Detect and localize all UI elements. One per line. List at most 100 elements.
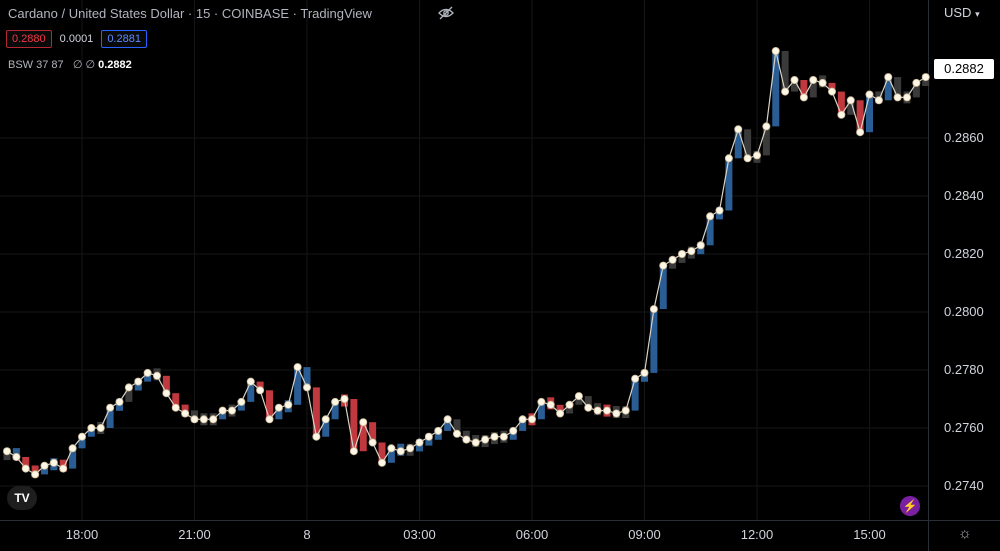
price-point [152, 371, 161, 380]
price-point [284, 400, 293, 409]
price-point [78, 432, 87, 441]
price-point [302, 383, 311, 392]
price-point [649, 305, 658, 314]
price-point [59, 464, 68, 473]
candle-bar [809, 80, 817, 98]
candle-bar [566, 404, 573, 414]
price-point [256, 386, 265, 395]
price-point [434, 426, 443, 435]
price-point [565, 400, 574, 409]
price-point [678, 249, 687, 258]
candle-bar [303, 367, 311, 388]
currency-selector[interactable]: USD ▾ [944, 5, 980, 20]
price-point [640, 368, 649, 377]
candle-bar [828, 82, 836, 92]
price-point [143, 368, 152, 377]
candle-bar [650, 309, 658, 373]
candle-bar [866, 94, 873, 133]
price-point [96, 423, 105, 432]
y-tick-label: 0.2840 [944, 188, 984, 203]
price-point [696, 241, 705, 250]
candle-bar [369, 422, 377, 443]
x-tick-label: 03:00 [403, 527, 436, 542]
lightning-icon[interactable]: ⚡ [900, 496, 920, 516]
buy-button[interactable]: 0.2881 [101, 30, 147, 48]
candle-bar [331, 401, 339, 420]
candle-bar [387, 448, 395, 463]
candle-bar [912, 82, 920, 98]
price-point [621, 406, 630, 415]
price-point [462, 435, 471, 444]
price-point [227, 406, 236, 415]
price-point [490, 432, 499, 441]
price-point [443, 415, 452, 424]
candle-bar [322, 419, 330, 437]
y-tick-label: 0.2760 [944, 420, 984, 435]
price-point [921, 73, 930, 82]
price-point [115, 397, 124, 406]
x-tick-label: 8 [303, 527, 310, 542]
candle-bar [894, 77, 902, 98]
chart-title: Cardano / United States Dollar · 15 · CO… [8, 6, 372, 21]
price-point [903, 93, 912, 102]
candle-bar [237, 401, 245, 411]
price-point [162, 389, 171, 398]
price-point [321, 415, 330, 424]
indicator-legend[interactable]: BSW 37 87 ∅ ∅ 0.2882 [8, 58, 132, 71]
price-point [452, 429, 461, 438]
x-tick-label: 06:00 [516, 527, 549, 542]
eye-off-icon[interactable] [437, 5, 455, 21]
candle-bar [772, 51, 780, 127]
candle-bar [162, 375, 170, 394]
candle-bar [659, 265, 667, 310]
price-point [12, 452, 21, 461]
price-point [124, 383, 133, 392]
price-point [312, 432, 321, 441]
quote-row: 0.2880 0.0001 0.2881 [6, 29, 147, 49]
tradingview-logo[interactable]: TV [7, 486, 37, 510]
price-point [734, 125, 743, 134]
price-point [199, 415, 208, 424]
price-point [687, 247, 696, 256]
y-tick-label: 0.2780 [944, 362, 984, 377]
price-point [106, 403, 115, 412]
price-point [809, 76, 818, 85]
price-point [884, 73, 893, 82]
chevron-down-icon: ▾ [975, 9, 980, 19]
price-point [715, 206, 724, 215]
candle-bar [781, 51, 789, 92]
price-point [856, 128, 865, 137]
candle-bar [847, 100, 855, 115]
candle-bar [791, 80, 798, 92]
price-point [387, 444, 396, 453]
price-point [87, 423, 96, 432]
sell-button[interactable]: 0.2880 [6, 30, 52, 48]
price-point [349, 447, 358, 456]
candle-bar [275, 407, 283, 420]
x-tick-label: 09:00 [628, 527, 661, 542]
price-point [556, 409, 565, 418]
price-point [293, 363, 302, 372]
price-point [781, 87, 790, 96]
price-point [893, 93, 902, 102]
candle-bar [706, 216, 714, 246]
price-point [218, 406, 227, 415]
price-point [237, 397, 246, 406]
candle-bar [247, 381, 255, 402]
price-point [471, 438, 480, 447]
price-point [265, 415, 274, 424]
spread-value: 0.0001 [59, 33, 94, 45]
candle-bar [22, 457, 30, 469]
price-point [818, 78, 827, 87]
price-point [424, 432, 433, 441]
price-point [828, 87, 837, 96]
price-point [481, 435, 490, 444]
price-point [209, 415, 218, 424]
price-point [181, 409, 190, 418]
price-point [359, 418, 368, 427]
price-point [743, 154, 752, 163]
candle-bar [125, 387, 133, 402]
settings-icon[interactable]: ☼ [958, 525, 972, 542]
candle-bar [350, 399, 358, 452]
